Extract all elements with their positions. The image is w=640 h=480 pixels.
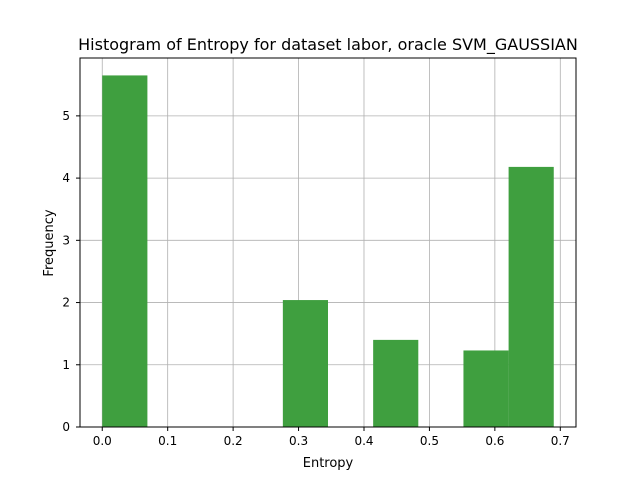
histogram-bars — [102, 75, 554, 427]
y-axis-ticks: 0 1 2 3 4 5 — [62, 109, 80, 434]
histogram-bar — [282, 300, 328, 427]
x-tick-label: 0.5 — [420, 434, 439, 448]
histogram-bar — [463, 350, 509, 427]
y-tick-label: 4 — [62, 171, 70, 185]
y-tick-label: 3 — [62, 233, 70, 247]
x-tick-label: 0.0 — [93, 434, 112, 448]
x-axis-ticks: 0.0 0.1 0.2 0.3 0.4 0.5 0.6 0.7 — [93, 427, 570, 448]
histogram-bar — [508, 166, 554, 427]
y-tick-label: 1 — [62, 358, 70, 372]
plot-frame — [79, 57, 577, 428]
x-tick-label: 0.1 — [158, 434, 177, 448]
chart-title: Histogram of Entropy for dataset labor, … — [78, 35, 578, 55]
y-axis-label: Frequency — [42, 209, 57, 276]
x-tick-label: 0.7 — [551, 434, 570, 448]
histogram-bar — [373, 339, 419, 427]
y-tick-label: 0 — [62, 420, 70, 434]
x-tick-label: 0.6 — [485, 434, 504, 448]
x-axis-label: Entropy — [303, 456, 354, 471]
y-tick-label: 2 — [62, 296, 70, 310]
y-tick-label: 5 — [62, 109, 70, 123]
x-tick-label: 0.3 — [289, 434, 308, 448]
x-tick-label: 0.2 — [224, 434, 243, 448]
x-tick-label: 0.4 — [354, 434, 373, 448]
histogram-bar — [102, 75, 148, 427]
